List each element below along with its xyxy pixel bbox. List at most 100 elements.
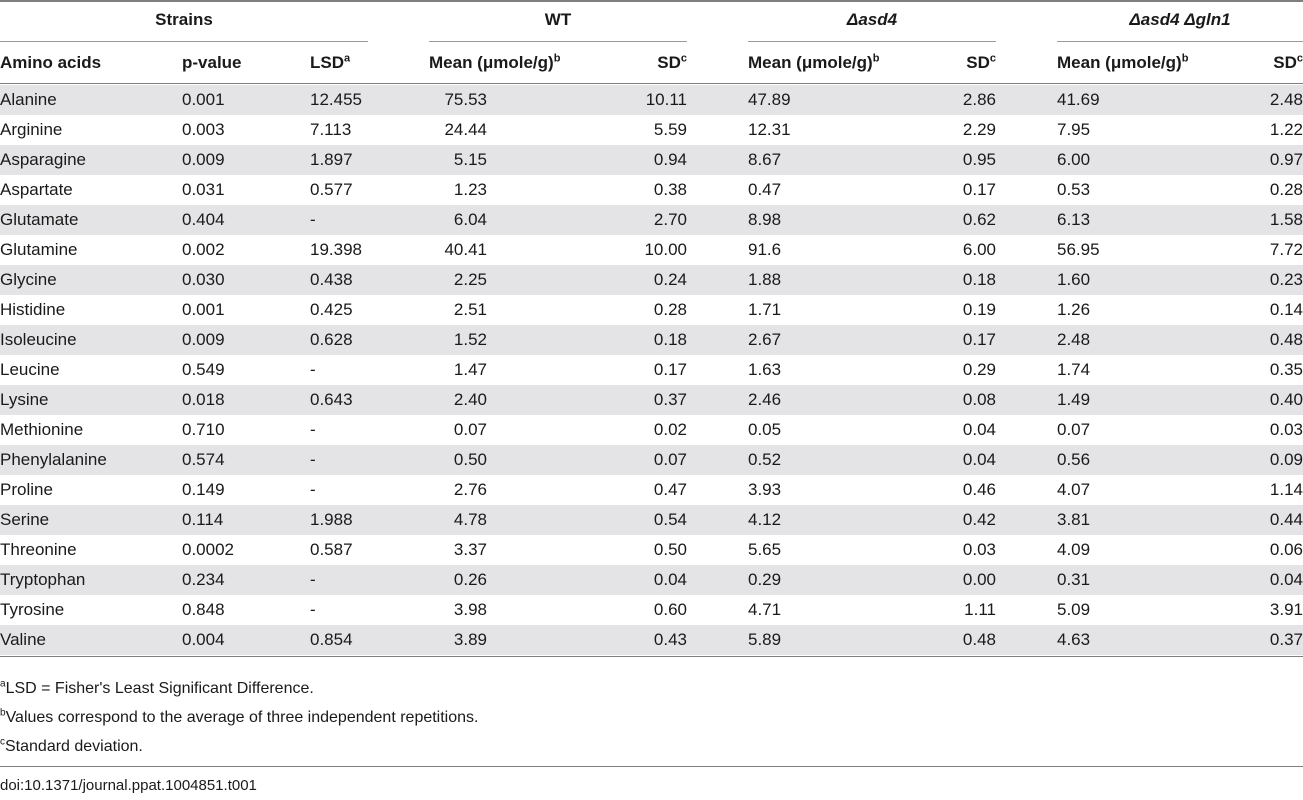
cell-wt-sd: 0.60 — [653, 600, 687, 619]
cell-asd4-mean: 91.6 — [748, 240, 782, 259]
cell-p-value: 0.004 — [182, 630, 225, 649]
cell-asd4-gln1-sd: 0.23 — [1269, 270, 1303, 289]
cell-asd4-gln1-sd: 0.06 — [1269, 540, 1303, 559]
cell-p-value: 0.710 — [182, 420, 225, 439]
cell-asd4-gln1-sd: 2.48 — [1269, 90, 1303, 109]
cell-lsd: - — [310, 570, 316, 589]
cell-wt-sd: 0.37 — [653, 390, 687, 409]
cell-asd4-gln1-mean: 4.09 — [1057, 540, 1091, 559]
table-row: Methionine 0.710 - 0.07 0.02 0.05 0.04 0.07 0.03 — [0, 415, 1303, 445]
cell-p-value: 0.848 — [182, 600, 225, 619]
table-row: Proline 0.149 - 2.76 0.47 3.93 0.46 4.07 1.14 — [0, 475, 1303, 505]
table-row: Asparagine 0.009 1.897 5.15 0.94 8.67 0.95 6.00… — [0, 145, 1303, 175]
cell-asd4-sd: 0.18 — [962, 270, 996, 289]
cell-lsd: - — [310, 600, 316, 619]
cell-wt-mean: 0.50 — [453, 450, 487, 469]
cell-p-value: 0.549 — [182, 360, 225, 379]
cell-wt-sd: 2.70 — [653, 210, 687, 229]
cell-asd4-gln1-sd: 0.35 — [1269, 360, 1303, 379]
cell-wt-mean: 40.41 — [444, 240, 487, 259]
cell-wt-sd: 0.02 — [653, 420, 687, 439]
cell-p-value: 0.0002 — [182, 540, 234, 559]
cell-asd4-gln1-mean: 41.69 — [1057, 90, 1100, 109]
table-row: Threonine 0.0002 0.587 3.37 0.50 5.65 0.03 4.09… — [0, 535, 1303, 565]
column-header-wt-sd: SDc — [657, 52, 687, 72]
asd4-group-underline — [748, 41, 996, 42]
cell-asd4-sd: 0.46 — [962, 480, 996, 499]
cell-amino-acid: Proline — [0, 480, 53, 499]
cell-asd4-mean: 2.67 — [748, 330, 782, 349]
cell-lsd: 0.628 — [310, 330, 353, 349]
cell-p-value: 0.001 — [182, 300, 225, 319]
cell-wt-sd: 0.24 — [653, 270, 687, 289]
cell-wt-mean: 0.07 — [453, 420, 487, 439]
cell-asd4-mean: 4.12 — [748, 510, 782, 529]
cell-wt-sd: 0.47 — [653, 480, 687, 499]
table-row: Arginine 0.003 7.113 24.44 5.59 12.31 2.29 7.95… — [0, 115, 1303, 145]
cell-wt-mean: 2.51 — [453, 300, 487, 319]
asd4-gln1-group-underline — [1057, 41, 1303, 42]
cell-asd4-mean: 8.67 — [748, 150, 782, 169]
cell-asd4-mean: 0.05 — [748, 420, 782, 439]
cell-asd4-sd: 0.17 — [962, 330, 996, 349]
cell-asd4-gln1-sd: 0.28 — [1269, 180, 1303, 199]
cell-amino-acid: Lysine — [0, 390, 49, 409]
cell-asd4-sd: 1.11 — [964, 600, 996, 619]
footnote-c: cStandard deviation. — [0, 736, 143, 755]
cell-asd4-sd: 0.04 — [962, 450, 996, 469]
cell-amino-acid: Tyrosine — [0, 600, 65, 619]
cell-asd4-mean: 2.46 — [748, 390, 782, 409]
cell-asd4-gln1-sd: 0.97 — [1269, 150, 1303, 169]
cell-p-value: 0.009 — [182, 330, 225, 349]
cell-lsd: 0.577 — [310, 180, 353, 199]
cell-amino-acid: Phenylalanine — [0, 450, 107, 469]
table-top-rule — [0, 0, 1303, 2]
cell-asd4-gln1-sd: 0.37 — [1269, 630, 1303, 649]
cell-asd4-gln1-mean: 5.09 — [1057, 600, 1091, 619]
cell-amino-acid: Histidine — [0, 300, 66, 319]
cell-lsd: 0.587 — [310, 540, 353, 559]
cell-asd4-gln1-mean: 1.49 — [1057, 390, 1091, 409]
cell-wt-sd: 0.07 — [653, 450, 687, 469]
cell-asd4-mean: 5.89 — [748, 630, 782, 649]
cell-lsd: - — [310, 360, 316, 379]
cell-asd4-mean: 47.89 — [748, 90, 791, 109]
cell-wt-mean: 1.47 — [453, 360, 487, 379]
column-header-asd4-sd: SDc — [966, 52, 996, 72]
cell-lsd: 0.425 — [310, 300, 353, 319]
cell-asd4-gln1-sd: 0.09 — [1269, 450, 1303, 469]
cell-asd4-gln1-mean: 1.60 — [1057, 270, 1091, 289]
column-header-amino-acids: Amino acids — [0, 53, 102, 72]
cell-p-value: 0.018 — [182, 390, 225, 409]
table-row: Glutamine 0.002 19.398 40.41 10.00 91.6 6.00 56… — [0, 235, 1303, 265]
cell-asd4-gln1-sd: 1.22 — [1269, 120, 1303, 139]
footnote-a: aLSD = Fisher's Least Significant Differ… — [0, 678, 314, 697]
cell-asd4-sd: 0.42 — [962, 510, 996, 529]
column-header-asd4-mean: Mean (μmole/g)b — [748, 52, 880, 72]
cell-lsd: - — [310, 420, 316, 439]
cell-amino-acid: Leucine — [0, 360, 60, 379]
cell-asd4-mean: 1.71 — [748, 300, 782, 319]
table-row: Lysine 0.018 0.643 2.40 0.37 2.46 0.08 1.49 0.40 — [0, 385, 1303, 415]
cell-asd4-gln1-mean: 0.07 — [1057, 420, 1091, 439]
cell-wt-sd: 10.00 — [644, 240, 687, 259]
doi-link[interactable]: doi:10.1371/journal.ppat.1004851.t001 — [0, 777, 257, 794]
cell-asd4-gln1-sd: 0.40 — [1269, 390, 1303, 409]
cell-asd4-gln1-mean: 0.31 — [1057, 570, 1091, 589]
cell-amino-acid: Threonine — [0, 540, 77, 559]
table-row: Tryptophan 0.234 - 0.26 0.04 0.29 0.00 0.31 0.04 — [0, 565, 1303, 595]
table-row: Leucine 0.549 - 1.47 0.17 1.63 0.29 1.74 0.35 — [0, 355, 1303, 385]
cell-wt-mean: 0.26 — [453, 570, 487, 589]
table-row: Histidine 0.001 0.425 2.51 0.28 1.71 0.19 1.26 0… — [0, 295, 1303, 325]
cell-wt-mean: 1.23 — [453, 180, 487, 199]
cell-asd4-gln1-mean: 1.74 — [1057, 360, 1091, 379]
cell-amino-acid: Glycine — [0, 270, 57, 289]
group-header-asd4: Δasd4 — [846, 10, 898, 29]
cell-p-value: 0.030 — [182, 270, 225, 289]
cell-asd4-mean: 3.93 — [748, 480, 782, 499]
cell-lsd: 0.438 — [310, 270, 353, 289]
cell-wt-sd: 0.28 — [653, 300, 687, 319]
cell-asd4-mean: 5.65 — [748, 540, 782, 559]
cell-lsd: 19.398 — [310, 240, 362, 259]
cell-asd4-gln1-mean: 1.26 — [1057, 300, 1091, 319]
